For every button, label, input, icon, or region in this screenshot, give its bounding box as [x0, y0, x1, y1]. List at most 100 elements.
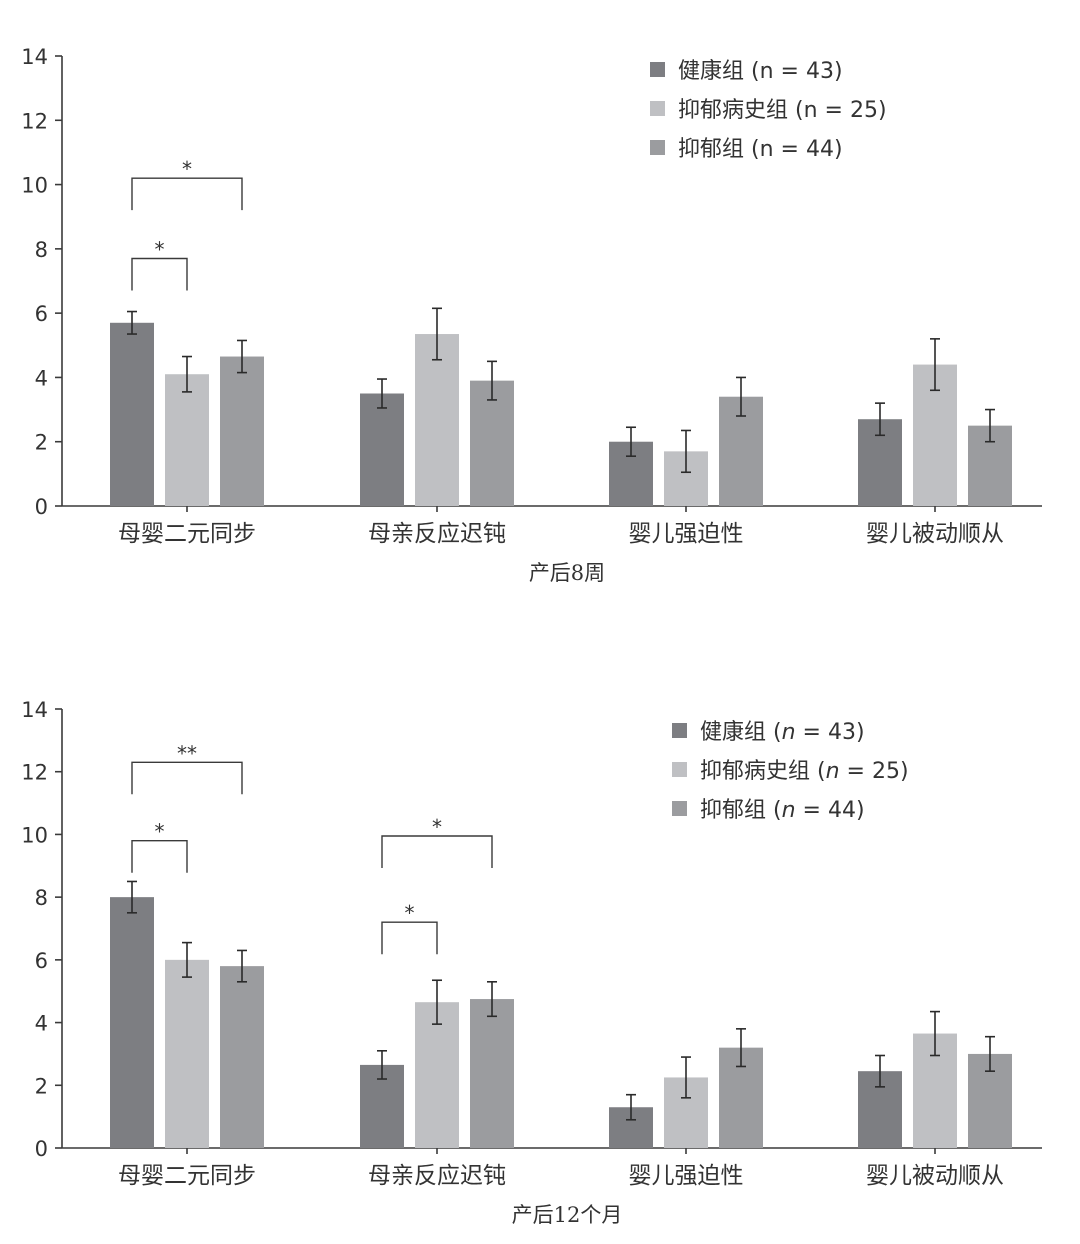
legend-label-count: = 25)	[818, 98, 887, 123]
significance-bracket	[131, 177, 243, 211]
legend-label-history: 抑郁病史组 (n = 25)	[700, 759, 909, 784]
x-category-label: 母亲反应迟钝	[368, 1163, 506, 1189]
legend-label-count: = 44)	[774, 137, 843, 162]
error-bar	[237, 339, 247, 374]
legend-label-n: n	[782, 798, 796, 823]
error-bar	[127, 880, 137, 914]
error-bar	[432, 307, 442, 361]
error-bar	[626, 426, 636, 457]
y-tick-label: 14	[21, 45, 48, 69]
legend-swatch-history	[650, 101, 665, 116]
bar-history	[165, 374, 209, 506]
error-bar	[736, 1028, 746, 1068]
bar-depressed	[470, 999, 514, 1148]
bar-healthy	[360, 393, 404, 506]
error-bar	[237, 949, 247, 983]
x-category-label: 婴儿强迫性	[629, 1163, 744, 1189]
error-bar	[127, 310, 137, 335]
y-tick-label: 12	[21, 761, 48, 785]
y-tick-label: 0	[35, 495, 48, 519]
legend-label-n: n	[760, 137, 774, 162]
legend-label-text: 抑郁病史组 (	[700, 759, 826, 784]
legend-label-text: 抑郁组 (	[700, 798, 782, 823]
significance-marker: *	[155, 820, 165, 844]
legend-label-count: = 44)	[796, 798, 865, 823]
legend-label-n: n	[760, 59, 774, 84]
legend-label-history: 抑郁病史组 (n = 25)	[678, 98, 887, 123]
significance-bracket	[131, 840, 188, 873]
bar-healthy	[110, 322, 154, 506]
x-axis-title: 产后12个月	[512, 1203, 623, 1227]
significance-bracket	[131, 761, 243, 795]
significance-bracket	[381, 921, 438, 955]
bar-history	[165, 959, 209, 1148]
significance-marker: *	[155, 238, 165, 262]
x-axis-title: 产后8周	[529, 561, 605, 585]
y-tick-label: 4	[35, 1012, 48, 1036]
y-tick-label: 6	[35, 302, 48, 326]
legend-label-count: = 43)	[774, 59, 843, 84]
y-tick-label: 2	[35, 431, 48, 455]
legend-label-depressed: 抑郁组 (n = 44)	[700, 798, 865, 823]
y-tick-label: 14	[21, 698, 48, 722]
legend-label-n: n	[826, 759, 840, 784]
bar-depressed	[220, 356, 264, 506]
legend-swatch-healthy	[672, 723, 687, 738]
legend-swatch-depressed	[672, 801, 687, 816]
error-bar	[626, 1093, 636, 1121]
error-bar	[930, 338, 940, 392]
significance-bracket	[381, 835, 493, 868]
error-bar	[487, 360, 497, 401]
significance-bracket	[131, 257, 188, 291]
legend-label-n: n	[782, 720, 796, 745]
error-bar	[985, 1035, 995, 1072]
y-tick-label: 10	[21, 174, 48, 198]
bar-depressed	[220, 966, 264, 1148]
error-bar	[875, 402, 885, 437]
legend-swatch-healthy	[650, 62, 665, 77]
bar-history	[415, 334, 459, 506]
x-category-label: 母婴二元同步	[118, 1163, 256, 1189]
y-tick-label: 10	[21, 823, 48, 847]
error-bar	[182, 941, 192, 978]
bar-depressed	[470, 380, 514, 506]
error-bar	[681, 1056, 691, 1099]
legend-swatch-depressed	[650, 140, 665, 155]
y-tick-label: 6	[35, 949, 48, 973]
error-bar	[487, 981, 497, 1018]
bar-healthy	[110, 897, 154, 1148]
legend-label-depressed: 抑郁组 (n = 44)	[678, 137, 843, 162]
legend-label-count: = 43)	[796, 720, 865, 745]
legend-label-text: 抑郁病史组 (	[678, 98, 804, 123]
significance-marker: **	[177, 741, 197, 765]
legend-label-count: = 25)	[840, 759, 909, 784]
y-tick-label: 4	[35, 366, 48, 390]
error-bar	[377, 1049, 387, 1080]
x-category-label: 婴儿被动顺从	[866, 521, 1004, 547]
significance-marker: *	[182, 157, 192, 181]
y-tick-label: 2	[35, 1074, 48, 1098]
error-bar	[377, 378, 387, 409]
error-bar	[681, 429, 691, 474]
legend-label-healthy: 健康组 (n = 43)	[700, 720, 865, 745]
legend-label-n: n	[804, 98, 818, 123]
x-category-label: 婴儿强迫性	[629, 521, 744, 547]
y-tick-label: 12	[21, 109, 48, 133]
significance-marker: *	[405, 901, 415, 925]
legend-label-text: 抑郁组 (	[678, 137, 760, 162]
x-category-label: 婴儿被动顺从	[866, 1163, 1004, 1189]
x-category-label: 母婴二元同步	[118, 521, 256, 547]
error-bar	[432, 979, 442, 1025]
error-bar	[875, 1054, 885, 1088]
error-bar	[930, 1010, 940, 1057]
legend-swatch-history	[672, 762, 687, 777]
error-bar	[985, 408, 995, 443]
error-bar	[182, 355, 192, 393]
significance-marker: *	[432, 815, 442, 839]
y-tick-label: 8	[35, 886, 48, 910]
legend-label-healthy: 健康组 (n = 43)	[678, 59, 843, 84]
y-tick-label: 8	[35, 238, 48, 262]
legend-label-text: 健康组 (	[700, 720, 782, 745]
